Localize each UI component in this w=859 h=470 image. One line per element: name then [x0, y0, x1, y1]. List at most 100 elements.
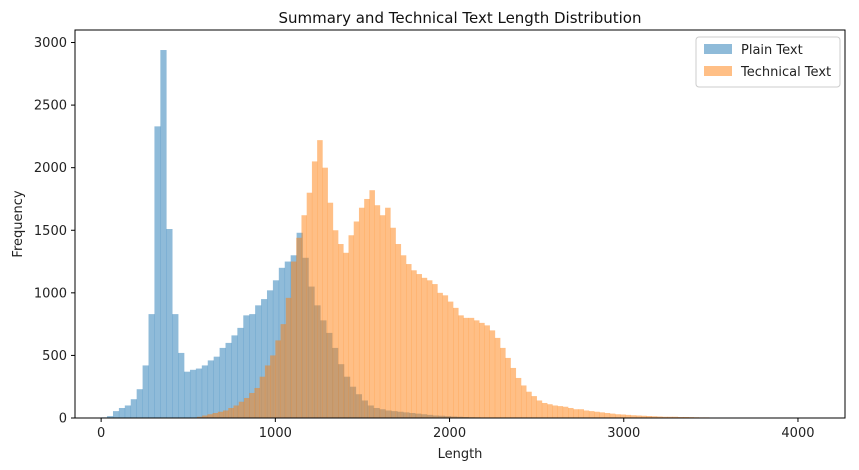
legend-label-technical-text: Technical Text: [740, 65, 831, 80]
bar-technical-text: [630, 415, 637, 418]
bars-layer: [101, 50, 825, 419]
y-tick-label: 2500: [34, 99, 67, 114]
bar-technical-text: [249, 392, 255, 418]
bar-technical-text: [358, 207, 365, 418]
bar-technical-text: [317, 140, 323, 418]
bar-plain-text: [219, 347, 226, 418]
bar-technical-text: [531, 396, 537, 418]
bar-technical-text: [364, 198, 370, 418]
y-tick-label: 3000: [34, 36, 67, 51]
bar-plain-text: [195, 368, 203, 418]
bar-technical-text: [343, 252, 349, 418]
bar-technical-text: [385, 207, 391, 418]
bar-technical-text: [536, 400, 543, 418]
bar-technical-text: [311, 161, 318, 419]
bar-technical-text: [322, 167, 328, 418]
bar-plain-text: [112, 411, 120, 418]
bar-technical-text: [259, 376, 266, 418]
x-tick-label: 3000: [607, 426, 640, 441]
bar-technical-text: [635, 415, 642, 418]
bar-plain-text: [201, 365, 209, 418]
y-tick-label: 1500: [34, 224, 67, 239]
bar-technical-text: [406, 264, 412, 418]
bar-technical-text: [202, 415, 208, 418]
bar-plain-text: [172, 314, 179, 418]
bar-technical-text: [547, 404, 553, 418]
bar-technical-text: [212, 412, 219, 418]
bar-technical-text: [353, 221, 360, 418]
bar-technical-text: [453, 307, 459, 418]
bar-technical-text: [557, 406, 564, 418]
bar-technical-text: [656, 416, 663, 418]
bar-technical-text: [270, 355, 276, 418]
bar-technical-text: [568, 407, 574, 418]
bar-technical-text: [510, 367, 517, 418]
x-axis-label: Length: [438, 447, 483, 462]
bar-technical-text: [667, 416, 673, 418]
bar-technical-text: [463, 317, 470, 418]
bar-technical-text: [238, 401, 245, 418]
bar-technical-text: [223, 410, 229, 418]
bar-technical-text: [217, 411, 224, 418]
bar-technical-text: [301, 215, 307, 418]
bar-technical-text: [327, 202, 334, 418]
bar-plain-text: [178, 352, 185, 418]
bar-technical-text: [374, 205, 381, 418]
bar-plain-text: [237, 327, 244, 418]
bar-plain-text: [225, 342, 232, 418]
bar-technical-text: [458, 315, 464, 418]
y-axis: 0 500 1000 1500 2000 2500 3000: [34, 36, 75, 427]
bar-technical-text: [348, 235, 355, 418]
bar-technical-text: [479, 322, 485, 418]
bar-technical-text: [400, 255, 407, 418]
bar-technical-text: [390, 227, 396, 418]
bar-technical-text: [296, 237, 302, 418]
bar-technical-text: [662, 416, 668, 418]
y-tick-label: 500: [42, 349, 67, 364]
bar-technical-text: [416, 274, 422, 418]
bar-technical-text: [306, 192, 313, 418]
bar-technical-text: [599, 412, 605, 418]
bar-technical-text: [275, 340, 281, 418]
bar-technical-text: [620, 414, 626, 418]
legend-swatch-plain-text: [704, 44, 732, 54]
bar-technical-text: [447, 301, 454, 418]
bar-plain-text: [255, 305, 262, 418]
bar-plain-text: [207, 360, 214, 418]
bar-plain-text: [166, 229, 173, 418]
bar-technical-text: [484, 325, 490, 418]
bar-technical-text: [437, 292, 443, 418]
bar-technical-text: [291, 261, 297, 418]
bar-plain-text: [189, 369, 197, 418]
bar-plain-text: [266, 290, 274, 418]
bar-technical-text: [207, 414, 213, 418]
bar-plain-text: [130, 399, 137, 418]
bar-technical-text: [500, 347, 506, 418]
y-axis-label: Frequency: [11, 190, 26, 257]
bar-technical-text: [541, 402, 548, 418]
bar-plain-text: [118, 407, 126, 418]
bar-technical-text: [594, 411, 600, 418]
bar-technical-text: [332, 230, 339, 418]
bar-technical-text: [489, 330, 496, 418]
legend-label-plain-text: Plain Text: [741, 43, 803, 58]
y-tick-label: 2000: [34, 161, 67, 176]
series-technical-text: [196, 140, 825, 419]
bar-plain-text: [142, 365, 149, 418]
legend-swatch-technical-text: [704, 66, 732, 76]
bar-technical-text: [421, 277, 428, 418]
bar-technical-text: [520, 385, 527, 418]
bar-technical-text: [254, 387, 260, 418]
x-tick-label: 2000: [433, 426, 466, 441]
x-tick-label: 4000: [781, 426, 814, 441]
bar-plain-text: [136, 389, 143, 418]
bar-technical-text: [672, 416, 679, 418]
bar-technical-text: [588, 411, 595, 418]
bar-technical-text: [573, 409, 579, 418]
bar-technical-text: [515, 377, 522, 418]
bar-technical-text: [641, 415, 647, 418]
bar-technical-text: [338, 244, 344, 418]
legend: Plain Text Technical Text: [695, 36, 841, 88]
